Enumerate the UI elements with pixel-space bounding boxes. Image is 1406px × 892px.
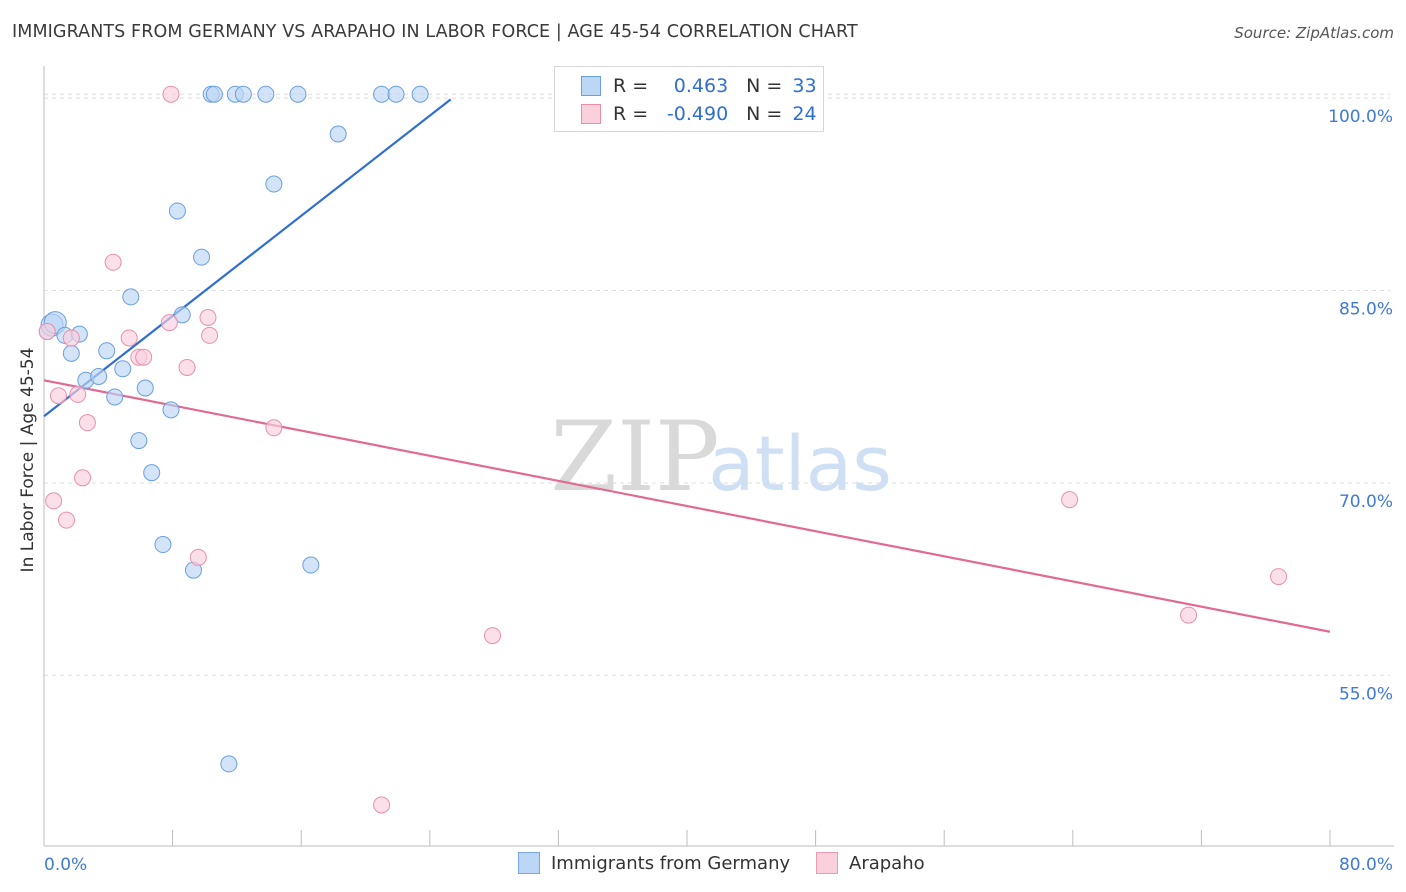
point-arapaho xyxy=(62,329,80,347)
point-arapaho xyxy=(265,419,283,437)
point-arapaho xyxy=(104,253,122,271)
series-label-germany: Immigrants from Germany xyxy=(551,852,791,874)
y-tick-label: 100.0% xyxy=(1328,107,1393,127)
y-tick-label: 70.0% xyxy=(1339,492,1393,512)
legend-swatch-arapaho xyxy=(581,104,601,124)
point-germany xyxy=(162,401,180,419)
point-arapaho xyxy=(160,314,178,332)
point-arapaho xyxy=(178,358,196,376)
series-legend: Immigrants from Germany Arapaho xyxy=(0,852,1406,878)
point-arapaho xyxy=(373,796,391,814)
point-arapaho xyxy=(38,323,56,341)
watermark: ZIP atlas xyxy=(550,401,891,513)
point-germany xyxy=(302,556,320,574)
gridlines xyxy=(44,93,1390,676)
trend-line-arapaho xyxy=(43,379,1331,633)
point-germany xyxy=(220,755,238,773)
series-legend-arapaho[interactable]: Arapaho xyxy=(816,852,925,874)
series-swatch-arapaho xyxy=(816,852,838,874)
legend-r-label: R = xyxy=(613,75,649,97)
tick-labels: 55.0% 70.0% 85.0% 100.0% 0.0% 80.0% xyxy=(44,107,1393,875)
point-arapaho xyxy=(135,348,153,366)
chart-title: IMMIGRANTS FROM GERMANY VS ARAPAHO IN LA… xyxy=(12,22,858,42)
legend-n-label: N = xyxy=(746,75,783,97)
point-arapaho xyxy=(201,326,219,344)
x-tick-label: 80.0% xyxy=(1339,855,1393,875)
point-germany xyxy=(168,202,186,220)
data-points xyxy=(38,85,1288,814)
point-arapaho xyxy=(74,469,92,487)
point-arapaho xyxy=(199,308,217,326)
series-legend-germany[interactable]: Immigrants from Germany xyxy=(518,852,790,874)
point-germany xyxy=(106,388,124,406)
point-germany xyxy=(114,360,132,378)
series-label-arapaho: Arapaho xyxy=(849,852,925,874)
point-germany xyxy=(257,85,275,103)
legend-r-label: R = xyxy=(613,103,649,125)
point-arapaho xyxy=(45,492,63,510)
trend-lines xyxy=(43,98,1331,633)
legend-r-value: -0.490 xyxy=(666,103,729,125)
legend-n-value: 24 xyxy=(792,103,817,125)
point-arapaho xyxy=(120,329,138,347)
point-arapaho xyxy=(1061,491,1079,509)
axes xyxy=(43,66,1394,847)
point-germany xyxy=(143,464,161,482)
point-arapaho xyxy=(189,548,207,566)
point-arapaho xyxy=(58,511,76,529)
point-germany xyxy=(98,342,116,360)
point-germany xyxy=(234,85,252,103)
point-germany xyxy=(154,536,172,554)
point-germany xyxy=(387,85,405,103)
legend-r-value: 0.463 xyxy=(673,75,729,97)
legend-n-label: N = xyxy=(746,103,783,125)
point-germany xyxy=(90,367,108,385)
y-tick-label: 85.0% xyxy=(1339,300,1393,320)
legend-row-germany: R = 0.463 N = 33 xyxy=(581,73,817,99)
trend-line-germany xyxy=(43,98,452,418)
source-credit: Source: ZipAtlas.com xyxy=(1234,24,1394,42)
point-germany xyxy=(411,85,429,103)
point-germany xyxy=(265,175,283,193)
point-arapaho xyxy=(1180,606,1198,624)
point-germany xyxy=(122,288,140,306)
point-arapaho xyxy=(483,627,501,645)
point-germany xyxy=(136,379,154,397)
point-arapaho xyxy=(69,385,87,403)
point-germany xyxy=(130,432,148,450)
series-swatch-germany xyxy=(518,852,540,874)
legend-row-arapaho: R = -0.490 N = 24 xyxy=(581,101,817,127)
legend-swatch-germany xyxy=(581,76,601,96)
watermark-atlas: atlas xyxy=(708,419,892,508)
y-tick-label: 55.0% xyxy=(1339,684,1393,704)
watermark-zip: ZIP xyxy=(550,401,719,513)
point-germany xyxy=(62,344,80,362)
point-germany xyxy=(289,85,307,103)
point-germany xyxy=(193,248,211,266)
correlation-legend: R = 0.463 N = 33 R = -0.490 N = 24 xyxy=(554,66,824,132)
point-arapaho xyxy=(49,387,67,405)
point-arapaho xyxy=(78,414,96,432)
x-tick-label: 0.0% xyxy=(44,855,87,875)
point-arapaho xyxy=(1270,568,1288,586)
legend-n-value: 33 xyxy=(792,75,817,97)
point-germany xyxy=(205,85,223,103)
point-germany xyxy=(173,306,191,324)
point-arapaho xyxy=(162,85,180,103)
point-germany xyxy=(329,125,347,143)
point-germany xyxy=(373,85,391,103)
